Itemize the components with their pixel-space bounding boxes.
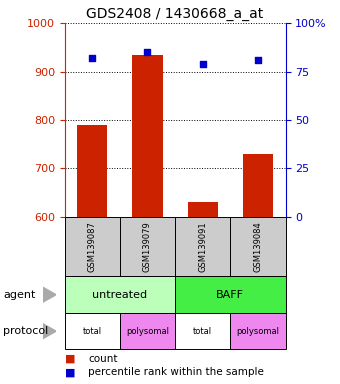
Point: [145, 49, 150, 55]
Text: count: count: [88, 354, 118, 364]
Text: protocol: protocol: [3, 326, 49, 336]
Point: [255, 57, 261, 63]
Bar: [175, 313, 230, 349]
Bar: [188, 202, 218, 217]
Text: polysomal: polysomal: [237, 327, 279, 336]
Bar: [77, 125, 107, 217]
Bar: [120, 217, 175, 276]
Text: untreated: untreated: [92, 290, 148, 300]
Bar: [243, 154, 273, 217]
Polygon shape: [42, 323, 56, 339]
Text: GSM139091: GSM139091: [198, 222, 207, 272]
Polygon shape: [42, 287, 56, 303]
Bar: [65, 313, 120, 349]
Bar: [175, 276, 286, 313]
Bar: [120, 313, 175, 349]
Text: GSM139079: GSM139079: [143, 221, 152, 272]
Point: [200, 61, 205, 67]
Text: BAFF: BAFF: [216, 290, 244, 300]
Text: GSM139084: GSM139084: [254, 221, 262, 272]
Text: total: total: [83, 327, 102, 336]
Bar: [132, 55, 163, 217]
Bar: [230, 217, 286, 276]
Text: ■: ■: [65, 354, 75, 364]
Point: [89, 55, 95, 61]
Bar: [65, 276, 175, 313]
Text: total: total: [193, 327, 212, 336]
Bar: [65, 217, 120, 276]
Bar: [175, 217, 230, 276]
Text: percentile rank within the sample: percentile rank within the sample: [88, 367, 264, 377]
Text: ■: ■: [65, 367, 75, 377]
Title: GDS2408 / 1430668_a_at: GDS2408 / 1430668_a_at: [86, 7, 264, 21]
Bar: [230, 313, 286, 349]
Text: GSM139087: GSM139087: [88, 221, 97, 272]
Text: polysomal: polysomal: [126, 327, 169, 336]
Text: agent: agent: [3, 290, 36, 300]
